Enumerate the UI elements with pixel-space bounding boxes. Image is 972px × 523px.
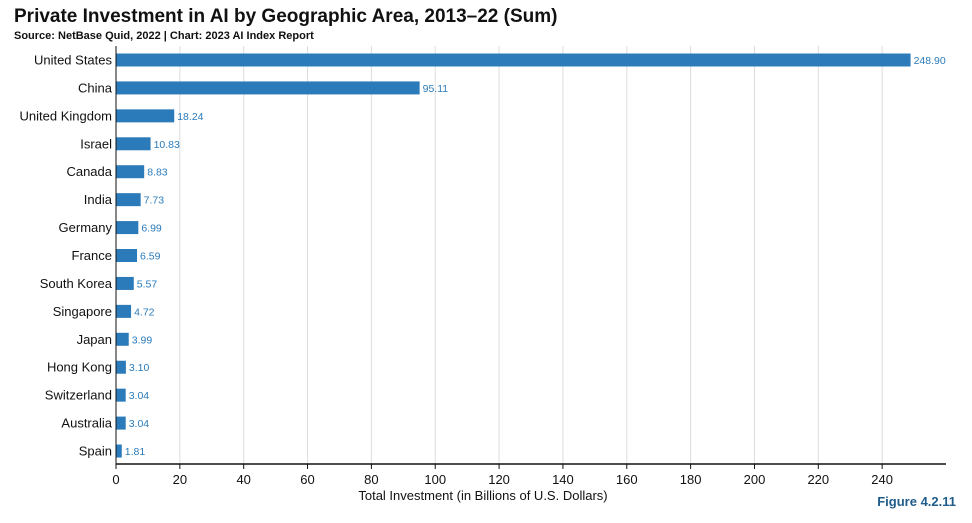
- x-tick-label: 220: [807, 472, 829, 487]
- bar: [116, 109, 175, 123]
- x-tick-label: 240: [871, 472, 893, 487]
- x-tick-label: 60: [300, 472, 314, 487]
- grid-lines: [179, 46, 883, 464]
- value-label: 248.90: [914, 55, 946, 67]
- bar: [116, 276, 134, 290]
- bar: [116, 221, 139, 235]
- category-label: China: [78, 80, 113, 95]
- category-label: United Kingdom: [20, 108, 113, 123]
- bar: [116, 388, 126, 402]
- value-label: 3.10: [129, 362, 150, 374]
- value-label: 4.72: [134, 306, 155, 318]
- value-label: 8.83: [147, 167, 168, 179]
- category-label: France: [72, 248, 112, 263]
- category-label: Australia: [61, 416, 112, 431]
- x-axis-title: Total Investment (in Billions of U.S. Do…: [358, 488, 607, 503]
- x-tick-label: 0: [112, 472, 119, 487]
- bar: [116, 249, 138, 263]
- x-tick-label: 180: [680, 472, 702, 487]
- figure-label: Figure 4.2.11: [877, 494, 956, 509]
- value-label: 3.04: [129, 390, 150, 402]
- category-label: Japan: [77, 332, 112, 347]
- value-label: 3.99: [132, 334, 153, 346]
- category-label: Spain: [79, 444, 112, 459]
- category-label: Israel: [80, 136, 112, 151]
- x-tick-label: 120: [488, 472, 510, 487]
- bar: [116, 53, 911, 67]
- category-label: South Korea: [40, 276, 113, 291]
- value-label: 6.99: [141, 223, 162, 235]
- value-labels: 248.90 95.11 18.24 10.83 8.83 7.73 6.99 6.59 5.5…: [125, 55, 946, 458]
- x-tick-label: 160: [616, 472, 638, 487]
- value-label: 5.57: [137, 278, 158, 290]
- bar: [116, 193, 141, 207]
- x-tick-label: 20: [173, 472, 187, 487]
- x-tick-label: 80: [364, 472, 378, 487]
- category-label: Canada: [66, 164, 112, 179]
- bar: [116, 165, 145, 179]
- x-tick-label: 140: [552, 472, 574, 487]
- category-label: India: [84, 192, 113, 207]
- category-label: Germany: [59, 220, 113, 235]
- category-label: United States: [34, 53, 113, 68]
- bar: [116, 416, 126, 430]
- bar: [116, 304, 132, 318]
- value-label: 1.81: [125, 446, 146, 458]
- category-label: Singapore: [53, 304, 112, 319]
- category-label: Switzerland: [45, 388, 112, 403]
- category-label: Hong Kong: [47, 360, 112, 375]
- bar: [116, 81, 420, 95]
- value-label: 18.24: [177, 111, 203, 123]
- x-tick-label: 40: [236, 472, 250, 487]
- value-label: 7.73: [144, 195, 165, 207]
- x-tick-label: 100: [424, 472, 446, 487]
- value-label: 3.04: [129, 418, 150, 430]
- bar: [116, 360, 126, 374]
- value-label: 10.83: [154, 139, 180, 151]
- bar: [116, 444, 122, 458]
- x-tick-label: 200: [744, 472, 766, 487]
- chart-title: Private Investment in AI by Geographic A…: [14, 6, 558, 27]
- bar: [116, 137, 151, 151]
- bars: [116, 53, 911, 458]
- chart-source: Source: NetBase Quid, 2022 | Chart: 2023…: [14, 30, 314, 42]
- value-label: 95.11: [423, 83, 449, 95]
- category-labels: United States China United Kingdom Israel Ca…: [20, 53, 113, 459]
- bar: [116, 332, 129, 346]
- value-label: 6.59: [140, 251, 161, 263]
- x-axis: 0 20 40 60 80 100 120 140 160 180 200 220 240: [112, 46, 946, 487]
